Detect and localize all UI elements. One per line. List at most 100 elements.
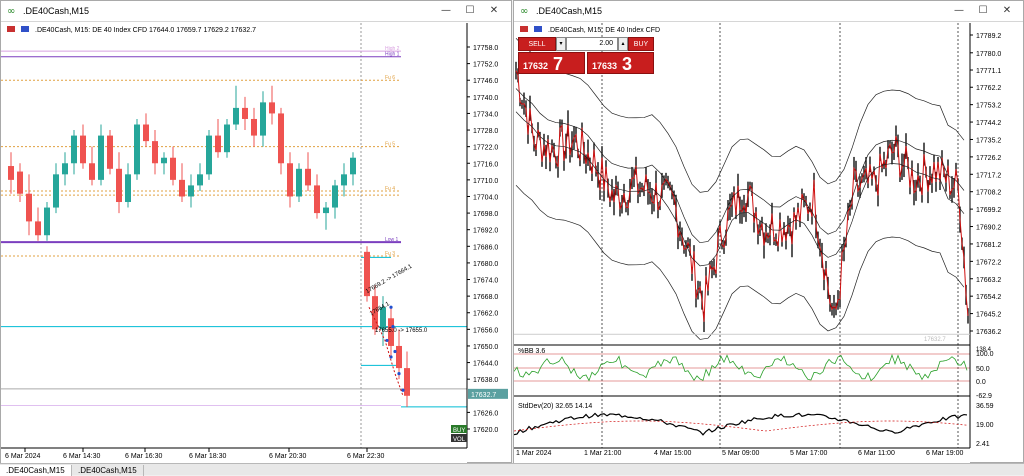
candle-body: [380, 307, 386, 330]
trade-marker: [393, 349, 397, 354]
price-chart[interactable]: 17789.2 17780.0 17771.1 17762.2 17753.2 17744…: [513, 23, 1023, 463]
current-price-line: [514, 333, 970, 335]
pctb-tick-label: 0.0: [976, 379, 986, 386]
chart-settings-icon[interactable]: [534, 26, 542, 32]
maximize-button[interactable]: ☐: [978, 5, 988, 16]
candle-body: [161, 157, 167, 164]
candle-body: [134, 124, 140, 175]
time-tick-label: 6 Mar 22:30: [347, 453, 384, 460]
window-titlebar[interactable]: ∞ .DE40Cash,M15 — ☐ ✕: [1, 1, 511, 22]
vol-badge[interactable]: [451, 434, 467, 442]
candle-body: [206, 135, 212, 175]
time-tick-label: 1 Mar 21:00: [584, 450, 621, 457]
price-tick-label: 17626.0: [473, 410, 498, 417]
candle-body: [116, 168, 122, 203]
sell-price-digit: 7: [553, 54, 564, 74]
chart-header: .DE40Cash, M15: DE 40 Index CFD: [548, 27, 660, 34]
sell-price[interactable]: 17632 7: [518, 52, 585, 74]
price-tick-label: 17734.0: [473, 111, 498, 118]
candle-body: [44, 207, 50, 236]
candle-body: [296, 168, 302, 197]
level-label: Fu 5: [385, 142, 395, 148]
candle-body: [404, 368, 410, 396]
level-label: Fu 6: [385, 75, 395, 81]
candle-body: [269, 102, 275, 114]
pctb-line: [513, 353, 968, 382]
close-button[interactable]: ✕: [489, 5, 499, 16]
close-button[interactable]: ✕: [1002, 5, 1012, 16]
price-tick-label: 17644.0: [473, 361, 498, 368]
chart-window-right[interactable]: ∞ .DE40Cash,M15 — ☐ ✕ 17789.2 17780.0 1777…: [513, 0, 1024, 463]
tab-chart-1[interactable]: .DE40Cash,M15: [0, 465, 72, 476]
buy-price[interactable]: 17633 3: [587, 52, 654, 74]
minimize-button[interactable]: —: [441, 5, 451, 16]
tab-chart-2[interactable]: .DE40Cash,M15: [72, 465, 144, 476]
candle-body: [170, 157, 176, 180]
trade-label: 17655.0 -> 17655.0: [375, 328, 428, 334]
candle-body: [80, 135, 86, 164]
lot-size-input[interactable]: 2.00: [566, 37, 618, 51]
price-tick-label: 17758.0: [473, 45, 498, 52]
chart-tab-bar: .DE40Cash,M15 .DE40Cash,M15: [0, 463, 1024, 476]
price-chart[interactable]: High 2 High 1 Fu 6 Fu 5 Fu 4 Low 1 Fu 3 17669.…: [1, 23, 511, 463]
level-label: High 2: [385, 46, 400, 52]
price-tick-label: 17722.0: [473, 145, 498, 152]
buy-badge-label: BUY: [453, 428, 465, 434]
price-tick-label: 17636.2: [976, 329, 1001, 336]
price-tick-label: 17716.0: [473, 161, 498, 168]
price-tick-label: 17753.2: [976, 103, 1001, 110]
price-tick-label: 17746.0: [473, 78, 498, 85]
time-tick-label: 6 Mar 16:30: [125, 453, 162, 460]
bollinger-chart[interactable]: 17789.2 17780.0 17771.1 17762.2 17753.2 17744…: [513, 23, 1023, 463]
maximize-button[interactable]: ☐: [465, 5, 475, 16]
price-tick-label: 17771.1: [976, 68, 1001, 75]
candle-body: [188, 185, 194, 197]
chart-window-left[interactable]: ∞ .DE40Cash,M15 — ☐ ✕ High 2 High 1 Fu 6 Fu…: [0, 0, 512, 463]
price-tick-label: 17672.2: [976, 259, 1001, 266]
price-tick-label: 17744.2: [976, 120, 1001, 127]
buy-button[interactable]: BUY: [628, 37, 654, 51]
chart-menu-icon[interactable]: [520, 26, 528, 32]
time-tick-label: 6 Mar 19:00: [926, 450, 963, 457]
pctb-tick-label: 100.0: [976, 351, 994, 358]
price-tick-label: 17645.2: [976, 312, 1001, 319]
chart-settings-icon[interactable]: [21, 26, 29, 32]
chart-app-icon: ∞: [7, 6, 16, 17]
price-tick-label: 17692.0: [473, 228, 498, 235]
price-tick-label: 17708.2: [976, 190, 1001, 197]
window-titlebar[interactable]: ∞ .DE40Cash,M15 — ☐ ✕: [514, 1, 1023, 22]
lot-down-icon[interactable]: ▾: [556, 37, 566, 51]
candle-body: [35, 221, 41, 236]
candle-body: [17, 171, 23, 194]
sell-button[interactable]: SELL: [518, 37, 556, 51]
time-tick-label: 5 Mar 17:00: [790, 450, 827, 457]
candle-body: [242, 107, 248, 119]
price-tick-label: 17662.0: [473, 311, 498, 318]
bollinger-upper: [515, 38, 965, 193]
buy-badge[interactable]: [451, 425, 467, 433]
candle-body: [53, 174, 59, 208]
candle-body: [396, 345, 402, 369]
price-tick-label: 17650.0: [473, 344, 498, 351]
candle-body: [341, 174, 347, 186]
candle-body: [233, 107, 239, 125]
price-tick-label: 17620.0: [473, 427, 498, 434]
stddev-tick-label: 2.41: [976, 441, 990, 448]
price-tick-label: 17728.0: [473, 128, 498, 135]
stddev-line: [513, 412, 968, 436]
trade-marker: [391, 324, 395, 329]
candle-body: [125, 174, 131, 203]
time-tick-label: 6 Mar 11:00: [858, 450, 895, 457]
one-click-trading-panel: SELL ▾ 2.00 ▴ BUY 17632 7 17633 3: [518, 37, 654, 77]
stddev-tick-label: 36.59: [976, 403, 994, 410]
lot-up-icon[interactable]: ▴: [618, 37, 628, 51]
minimize-button[interactable]: —: [954, 5, 964, 16]
price-tick-label: 17686.0: [473, 244, 498, 251]
time-tick-label: 6 Mar 18:30: [189, 453, 226, 460]
stddev-label: StdDev(20) 32.65 14.14: [518, 403, 592, 410]
candle-body: [197, 174, 203, 186]
trade-marker: [397, 372, 401, 376]
bollinger-middle: [515, 111, 965, 267]
chart-menu-icon[interactable]: [7, 26, 15, 32]
